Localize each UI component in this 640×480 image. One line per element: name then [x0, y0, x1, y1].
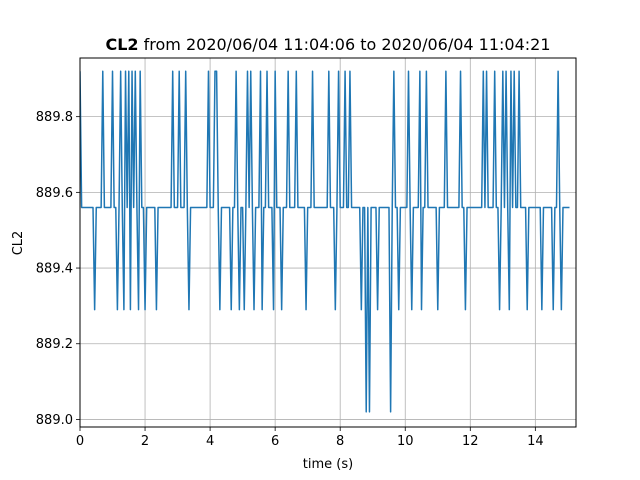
axes-frame	[79, 57, 577, 428]
x-tick-label: 14	[527, 434, 544, 449]
y-tick-label: 889.8	[36, 110, 73, 125]
x-tick-label: 8	[336, 434, 344, 449]
chart-title: CL2 from 2020/06/04 11:04:06 to 2020/06/…	[105, 35, 550, 54]
y-tick-label: 889.2	[36, 337, 73, 352]
ticks: 0 2 4 6 8 10 12 14 889.0 889.2 889.4 889.6 889.8	[36, 110, 544, 449]
x-tick-label: 6	[271, 434, 279, 449]
x-tick-label: 12	[462, 434, 479, 449]
y-axis-label: CL2	[11, 231, 26, 256]
chart-title-bold: CL2	[105, 35, 138, 54]
chart-title-range: from 2020/06/04 11:04:06 to 2020/06/04 1…	[139, 35, 551, 54]
x-tick-label: 4	[206, 434, 214, 449]
y-tick-label: 889.6	[36, 186, 73, 201]
y-tick-label: 889.0	[36, 413, 73, 428]
series-line	[80, 70, 570, 413]
x-tick-label: 10	[397, 434, 414, 449]
plot-area	[80, 70, 570, 413]
x-tick-label: 2	[141, 434, 149, 449]
y-tick-label: 889.4	[36, 262, 73, 277]
x-axis-label: time (s)	[303, 457, 353, 472]
x-tick-label: 0	[76, 434, 84, 449]
grid	[79, 58, 576, 427]
